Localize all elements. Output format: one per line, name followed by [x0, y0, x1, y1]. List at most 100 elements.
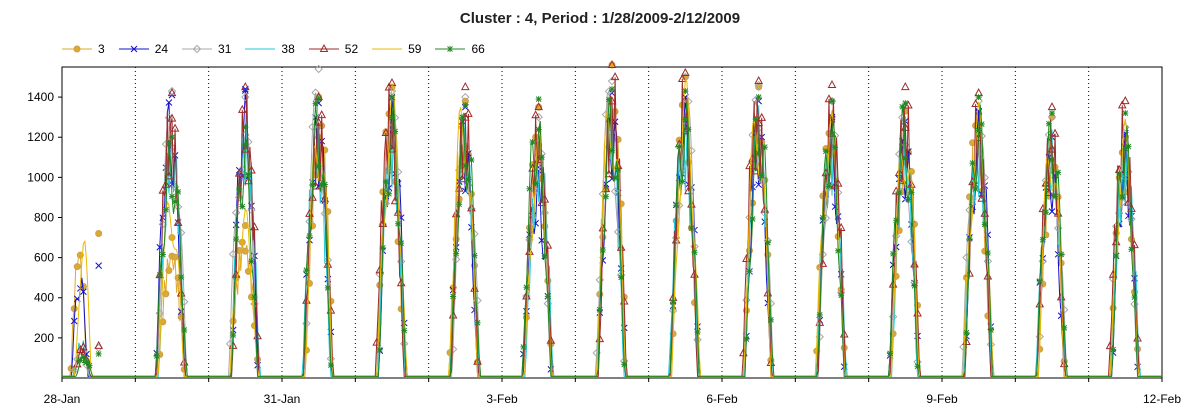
legend-label: 38: [281, 42, 295, 56]
data-point-52: [757, 112, 767, 121]
legend-item-31: 31: [182, 42, 231, 56]
data-point-52: [158, 185, 168, 194]
data-point-66: [605, 96, 612, 103]
data-point-66: [819, 214, 826, 221]
data-point-66: [599, 246, 606, 253]
legend-swatch: [245, 48, 276, 50]
data-point-66: [376, 346, 383, 353]
data-point-52: [818, 258, 828, 267]
data-point-66: [453, 250, 460, 257]
data-point-52: [381, 127, 391, 137]
data-point-52: [910, 259, 919, 268]
peak-point-52: [460, 82, 470, 91]
data-point-66: [752, 116, 759, 123]
data-point-66: [379, 244, 386, 251]
data-point-52: [170, 123, 180, 132]
data-point-66: [825, 183, 832, 190]
data-point-66: [1049, 156, 1055, 163]
peak-point-66: [1049, 110, 1055, 117]
data-point-52: [384, 82, 394, 91]
peak-point-52: [607, 59, 617, 68]
data-point-66: [178, 274, 185, 281]
data-point-66: [908, 189, 915, 196]
data-point-66: [327, 362, 334, 369]
data-point-52: [1130, 240, 1139, 249]
data-point-66: [596, 306, 603, 313]
peak-point-66: [829, 98, 835, 105]
data-point-66: [392, 128, 399, 135]
data-point-66: [162, 206, 169, 213]
peak-point-66: [95, 350, 102, 357]
data-point-66: [612, 174, 619, 181]
data-point-24: [70, 317, 78, 325]
series-line-59: [62, 78, 1162, 377]
data-point-66: [544, 293, 551, 300]
data-point-66: [83, 359, 90, 366]
data-point-66: [175, 188, 182, 195]
data-point-52: [900, 122, 910, 131]
data-point-66: [86, 362, 93, 369]
legend-marker-3: [73, 45, 81, 53]
data-point-66: [1036, 278, 1043, 285]
data-point-66: [984, 249, 991, 256]
peak-point-52: [1120, 96, 1130, 105]
data-point-66: [987, 326, 994, 333]
data-point-66: [1125, 143, 1132, 150]
data-point-66: [468, 157, 475, 164]
y-tick-label: 400: [34, 291, 54, 305]
data-point-66: [694, 328, 701, 335]
series-59: [62, 78, 1162, 377]
data-point-31: [155, 308, 164, 318]
peak-point-66: [535, 96, 542, 103]
data-point-66: [893, 217, 900, 224]
data-point-52: [1041, 178, 1051, 187]
data-point-52: [308, 192, 317, 201]
data-point-66: [602, 193, 609, 200]
data-point-66: [1052, 193, 1059, 200]
data-point-66: [471, 252, 478, 259]
data-point-66: [670, 299, 677, 306]
peak-point-66: [462, 102, 469, 109]
data-point-66: [462, 162, 469, 169]
data-point-3: [241, 247, 249, 255]
y-tick-label: 1200: [27, 130, 54, 144]
data-point-66: [981, 221, 988, 228]
data-point-66: [236, 185, 243, 192]
data-point-66: [896, 189, 903, 196]
data-point-52: [234, 168, 244, 177]
data-point-66: [1042, 209, 1049, 216]
data-point-66: [1122, 145, 1129, 152]
data-point-52: [616, 242, 626, 251]
data-point-66: [816, 311, 823, 318]
data-point-66: [395, 220, 402, 227]
data-point-66: [691, 249, 698, 256]
data-point-66: [80, 354, 87, 361]
y-tick-label: 600: [34, 251, 54, 265]
peak-point-66: [389, 94, 395, 101]
peak-point-66: [975, 94, 982, 101]
data-point-66: [251, 294, 258, 301]
data-point-52: [375, 265, 385, 274]
data-point-66: [673, 202, 680, 209]
data-point-66: [746, 268, 753, 275]
data-point-66: [1119, 194, 1126, 201]
y-tick-label: 200: [34, 331, 54, 345]
data-point-66: [688, 225, 695, 232]
data-point-66: [963, 329, 970, 336]
data-point-66: [520, 343, 527, 350]
data-point-66: [1113, 253, 1120, 259]
data-point-66: [172, 198, 179, 205]
legend-label: 24: [154, 42, 169, 56]
data-point-52: [79, 342, 88, 351]
data-point-52: [176, 288, 186, 297]
data-point-66: [832, 144, 839, 151]
data-point-66: [1131, 294, 1138, 301]
data-point-66: [401, 327, 408, 334]
data-point-66: [749, 216, 756, 223]
data-point-66: [1128, 246, 1135, 253]
data-point-66: [306, 232, 313, 239]
data-point-66: [156, 271, 163, 278]
series-line-66: [62, 99, 1162, 377]
data-point-52: [451, 209, 461, 218]
